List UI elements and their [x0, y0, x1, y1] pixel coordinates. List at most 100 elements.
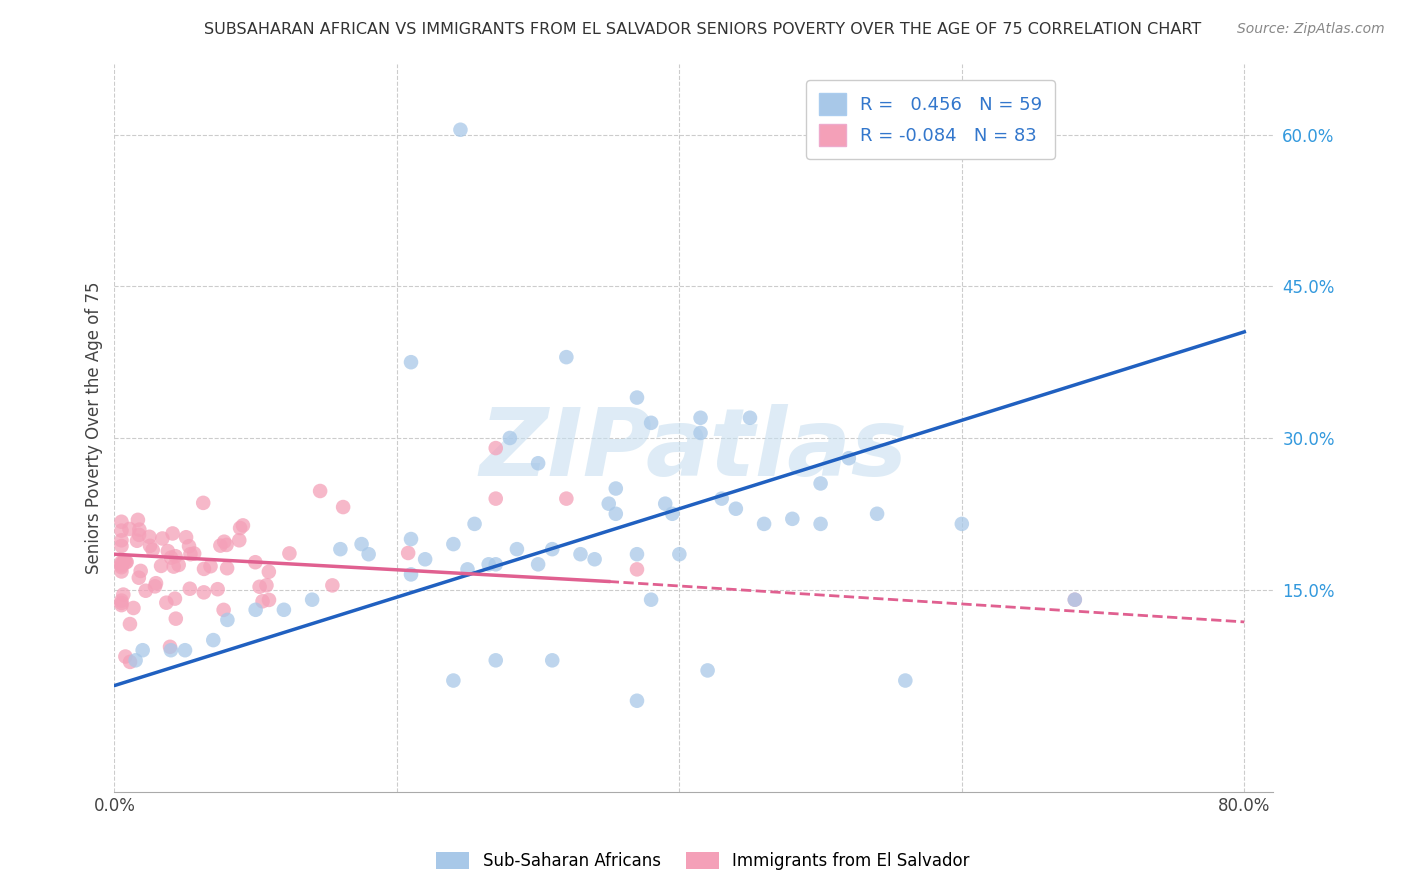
Point	[143, 579, 166, 593]
Point	[396, 546, 419, 560]
Point	[110, 560, 132, 574]
Point	[110, 593, 132, 607]
Point	[626, 562, 648, 576]
Point	[110, 598, 132, 612]
Point	[441, 537, 464, 551]
Point	[661, 507, 683, 521]
Point	[413, 552, 436, 566]
Point	[527, 558, 550, 572]
Point	[555, 491, 578, 506]
Point	[193, 496, 215, 510]
Point	[110, 524, 132, 538]
Point	[527, 456, 550, 470]
Point	[583, 552, 606, 566]
Y-axis label: Seniors Poverty Over the Age of 75: Seniors Poverty Over the Age of 75	[86, 282, 103, 574]
Point	[114, 649, 136, 664]
Point	[399, 532, 422, 546]
Point	[128, 528, 150, 542]
Point	[217, 613, 239, 627]
Point	[838, 451, 860, 466]
Point	[506, 542, 529, 557]
Point	[457, 562, 479, 576]
Point	[329, 542, 352, 557]
Point	[163, 591, 186, 606]
Point	[605, 482, 627, 496]
Point	[174, 643, 197, 657]
Point	[179, 582, 201, 596]
Point	[212, 603, 235, 617]
Point	[894, 673, 917, 688]
Point	[128, 523, 150, 537]
Point	[177, 539, 200, 553]
Point	[626, 694, 648, 708]
Point	[150, 532, 173, 546]
Point	[207, 582, 229, 597]
Point	[485, 491, 508, 506]
Point	[441, 673, 464, 688]
Point	[321, 578, 343, 592]
Point	[273, 603, 295, 617]
Point	[555, 350, 578, 364]
Point	[478, 558, 501, 572]
Text: SUBSAHARAN AFRICAN VS IMMIGRANTS FROM EL SALVADOR SENIORS POVERTY OVER THE AGE O: SUBSAHARAN AFRICAN VS IMMIGRANTS FROM EL…	[204, 22, 1202, 37]
Legend: Sub-Saharan Africans, Immigrants from El Salvador: Sub-Saharan Africans, Immigrants from El…	[429, 845, 977, 877]
Point	[626, 391, 648, 405]
Point	[110, 533, 132, 548]
Point	[229, 521, 252, 535]
Point	[160, 643, 183, 657]
Point	[142, 542, 165, 557]
Point	[155, 596, 177, 610]
Point	[249, 580, 271, 594]
Point	[110, 596, 132, 610]
Point	[569, 547, 592, 561]
Point	[668, 547, 690, 561]
Point	[541, 653, 564, 667]
Point	[110, 515, 132, 529]
Point	[752, 516, 775, 531]
Point	[118, 617, 141, 632]
Point	[449, 122, 471, 136]
Point	[350, 537, 373, 551]
Point	[301, 592, 323, 607]
Point	[183, 547, 205, 561]
Point	[118, 522, 141, 536]
Point	[110, 555, 132, 569]
Point	[165, 549, 187, 564]
Point	[541, 542, 564, 557]
Point	[245, 555, 267, 569]
Point	[202, 633, 225, 648]
Point	[215, 538, 238, 552]
Point	[278, 546, 301, 560]
Point	[110, 558, 132, 573]
Point	[114, 554, 136, 568]
Point	[179, 547, 201, 561]
Point	[212, 534, 235, 549]
Point	[160, 550, 183, 565]
Point	[866, 507, 889, 521]
Point	[112, 588, 135, 602]
Point	[499, 431, 522, 445]
Point	[257, 593, 280, 607]
Point	[654, 497, 676, 511]
Point	[163, 559, 186, 574]
Point	[464, 516, 486, 531]
Point	[115, 555, 138, 569]
Point	[605, 507, 627, 521]
Point	[150, 558, 173, 573]
Point	[110, 539, 132, 553]
Point	[135, 583, 157, 598]
Point	[252, 594, 274, 608]
Point	[138, 530, 160, 544]
Point	[332, 500, 354, 514]
Point	[110, 565, 132, 579]
Point	[167, 558, 190, 572]
Point	[626, 547, 648, 561]
Point	[245, 603, 267, 617]
Point	[696, 664, 718, 678]
Point	[120, 655, 142, 669]
Point	[232, 518, 254, 533]
Point	[399, 567, 422, 582]
Point	[485, 558, 508, 572]
Point	[125, 533, 148, 548]
Point	[129, 564, 152, 578]
